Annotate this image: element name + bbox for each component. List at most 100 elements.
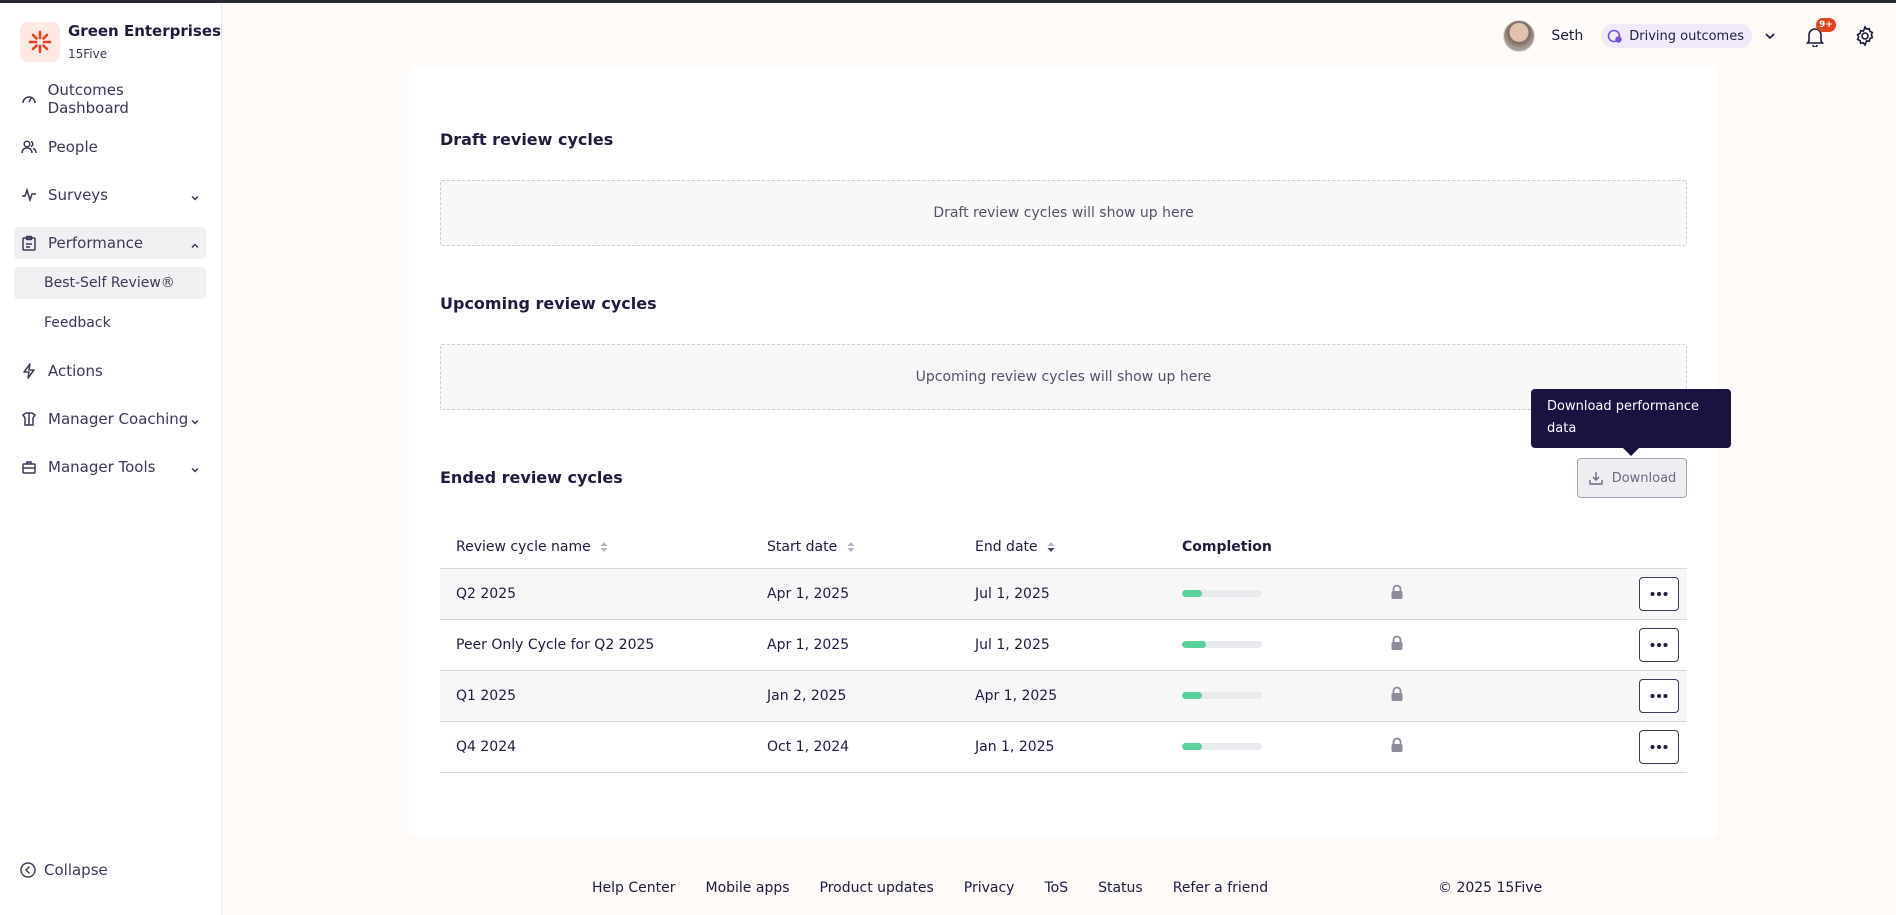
footer-link-product-updates[interactable]: Product updates [819, 880, 934, 896]
driving-outcomes-pill[interactable]: Driving outcomes [1601, 24, 1752, 48]
upcoming-section-title: Upcoming review cycles [440, 294, 657, 313]
sidebar-item-manager-coaching[interactable]: Manager Coaching [14, 403, 206, 435]
gauge-icon [20, 90, 38, 108]
collapse-label: Collapse [44, 861, 108, 879]
actions-cell [1524, 670, 1687, 722]
start-date: Apr 1, 2025 [751, 568, 959, 620]
footer-link-privacy[interactable]: Privacy [963, 880, 1015, 896]
lock-icon [1391, 737, 1403, 752]
completion-progress-fill [1182, 641, 1206, 648]
sidebar-item-label: Performance [48, 234, 144, 252]
chevron-left-circle-icon [20, 862, 36, 878]
sidebar-item-surveys[interactable]: Surveys [14, 179, 206, 211]
sidebar-item-label: Outcomes Dashboard [47, 81, 129, 117]
settings-button[interactable] [1854, 25, 1876, 47]
completion-progress-fill [1182, 692, 1202, 699]
gear-icon [1856, 25, 1874, 47]
sidebar-item-outcomes-dashboard[interactable]: Outcomes Dashboard [14, 81, 206, 117]
column-header-name[interactable]: Review cycle name [440, 526, 751, 569]
pulse-icon [20, 186, 38, 204]
table-row[interactable]: Q1 2025 Jan 2, 2025 Apr 1, 2025 [440, 670, 1687, 722]
footer-links: Help Center Mobile apps Product updates … [592, 880, 1298, 896]
start-date: Apr 1, 2025 [751, 619, 959, 671]
sidebar-item-label: Manager Coaching [48, 410, 189, 428]
draft-empty-state: Draft review cycles will show up here [440, 180, 1687, 246]
ellipsis-icon [1650, 744, 1668, 749]
footer-link-help-center[interactable]: Help Center [592, 880, 676, 896]
completion-progress-fill [1182, 743, 1202, 750]
sort-icon [600, 541, 608, 552]
download-button[interactable]: Download [1577, 458, 1687, 498]
cycle-name[interactable]: Q4 2024 [440, 721, 751, 773]
sidebar-nav: Outcomes Dashboard People Surveys Perfor… [14, 81, 206, 499]
end-date: Jul 1, 2025 [959, 568, 1166, 620]
sidebar-item-label: Manager Tools [48, 458, 156, 476]
people-icon [20, 138, 38, 156]
completion-cell [1166, 619, 1374, 671]
lock-cell [1374, 619, 1524, 671]
sidebar-item-best-self-review[interactable]: Best-Self Review® [14, 267, 206, 299]
footer-link-refer-a-friend[interactable]: Refer a friend [1172, 880, 1269, 896]
brand-logo-icon [20, 22, 60, 62]
lock-icon [1391, 635, 1403, 650]
clipboard-icon [20, 234, 38, 252]
completion-cell [1166, 670, 1374, 722]
footer-link-tos[interactable]: ToS [1044, 880, 1069, 896]
sort-descending-icon [1047, 541, 1055, 552]
sidebar-item-manager-tools[interactable]: Manager Tools [14, 451, 206, 483]
download-label: Download [1611, 470, 1677, 486]
collapse-sidebar-button[interactable]: Collapse [20, 861, 108, 879]
column-header-actions [1524, 526, 1687, 569]
chevron-down-icon[interactable] [1764, 30, 1776, 42]
coaching-icon [20, 410, 38, 428]
sidebar-item-actions[interactable]: Actions [14, 355, 206, 387]
table-row[interactable]: Q4 2024 Oct 1, 2024 Jan 1, 2025 [440, 721, 1687, 773]
lock-cell [1374, 721, 1524, 773]
table-header-row: Review cycle name Start date End date Co… [440, 526, 1687, 569]
more-actions-button[interactable] [1639, 576, 1679, 611]
bolt-icon [20, 362, 38, 380]
cycle-name[interactable]: Q1 2025 [440, 670, 751, 722]
outcomes-icon [1607, 28, 1623, 44]
sidebar-item-people[interactable]: People [14, 131, 206, 163]
actions-cell [1524, 721, 1687, 773]
sidebar-item-performance[interactable]: Performance [14, 227, 206, 259]
brand[interactable]: Green Enterprises 15Five [20, 21, 221, 63]
actions-cell [1524, 619, 1687, 671]
cycle-name[interactable]: Q2 2025 [440, 568, 751, 620]
footer-link-mobile-apps[interactable]: Mobile apps [705, 880, 790, 896]
sidebar-item-label: Surveys [48, 186, 108, 204]
more-actions-button[interactable] [1639, 678, 1679, 713]
toolbox-icon [20, 458, 38, 476]
lock-icon [1391, 686, 1403, 701]
ellipsis-icon [1650, 693, 1668, 698]
cycle-name[interactable]: Peer Only Cycle for Q2 2025 [440, 619, 751, 671]
sidebar-item-feedback[interactable]: Feedback [44, 315, 111, 331]
ended-section-title: Ended review cycles [440, 468, 623, 487]
completion-progress-fill [1182, 590, 1202, 597]
completion-progress-bar [1182, 692, 1262, 699]
more-actions-button[interactable] [1639, 729, 1679, 764]
review-cycles-card: Draft review cycles Draft review cycles … [409, 66, 1731, 836]
notification-badge: 9+ [1816, 18, 1836, 32]
avatar[interactable] [1503, 20, 1536, 52]
window-top-border [0, 0, 1896, 3]
footer-link-status[interactable]: Status [1098, 880, 1143, 896]
table-row[interactable]: Peer Only Cycle for Q2 2025 Apr 1, 2025 Ju… [440, 619, 1687, 671]
table-row[interactable]: Q2 2025 Apr 1, 2025 Jul 1, 2025 [440, 568, 1687, 620]
more-actions-button[interactable] [1639, 627, 1679, 662]
end-date: Apr 1, 2025 [959, 670, 1166, 722]
sidebar-item-label: Actions [48, 362, 103, 380]
lock-cell [1374, 670, 1524, 722]
lock-cell [1374, 568, 1524, 620]
sidebar: Green Enterprises 15Five Outcomes Dashbo… [0, 3, 222, 915]
user-name[interactable]: Seth [1551, 28, 1584, 44]
upcoming-empty-state: Upcoming review cycles will show up here [440, 344, 1687, 410]
completion-progress-bar [1182, 743, 1262, 750]
completion-cell [1166, 721, 1374, 773]
column-header-end-date[interactable]: End date [959, 526, 1166, 569]
brand-name: Green Enterprises [68, 22, 221, 40]
notifications-button[interactable]: 9+ [1804, 18, 1836, 47]
sidebar-item-label: People [48, 138, 98, 156]
column-header-start-date[interactable]: Start date [751, 526, 959, 569]
